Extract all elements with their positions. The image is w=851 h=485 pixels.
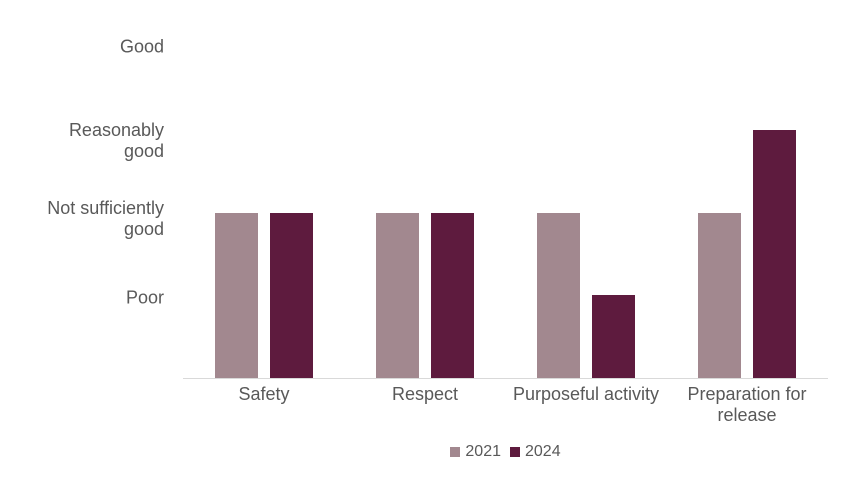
- legend-item-2024: 2024: [510, 442, 561, 462]
- legend-item-2021: 2021: [450, 442, 501, 462]
- x-axis-label-safety: Safety: [238, 384, 290, 404]
- x-axis-label-preparation-for-release: Preparation for release: [687, 384, 807, 425]
- bar-2024-purposeful-activity: [592, 295, 635, 378]
- bar-2024-respect: [431, 213, 474, 378]
- y-axis-label-good: Good: [119, 36, 164, 57]
- bar-2021-preparation-for-release: [698, 213, 741, 378]
- legend-label-2024: 2024: [525, 443, 561, 460]
- y-axis-label-poor: Poor: [125, 287, 164, 308]
- bar-2021-purposeful-activity: [537, 213, 580, 378]
- y-axis-label-reasonably-good: Reasonably good: [68, 120, 164, 161]
- legend: 2021 2024: [183, 442, 828, 462]
- x-axis-line: [183, 378, 828, 379]
- y-axis-label-not-sufficiently-good: Not sufficiently good: [47, 198, 164, 239]
- bar-2024-safety: [270, 213, 313, 378]
- bar-2021-safety: [215, 213, 258, 378]
- legend-label-2021: 2021: [465, 443, 501, 460]
- x-axis-label-respect: Respect: [391, 384, 459, 404]
- bar-2021-respect: [376, 213, 419, 378]
- bar-2024-preparation-for-release: [753, 130, 796, 378]
- legend-swatch-2021: [450, 447, 461, 457]
- x-axis-label-purposeful-activity: Purposeful activity: [512, 384, 660, 404]
- legend-swatch-2024: [510, 447, 520, 457]
